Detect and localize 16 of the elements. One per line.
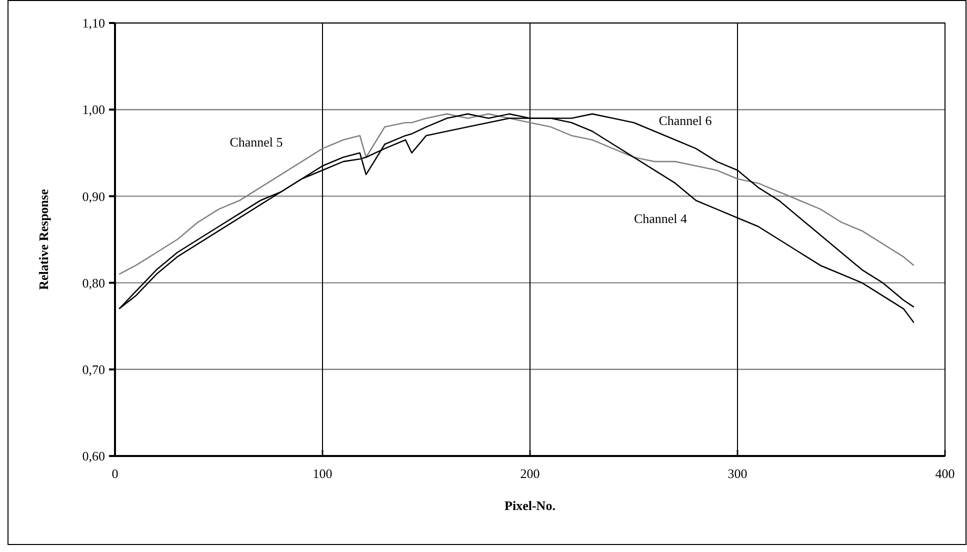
- x-tick-label: 100: [312, 466, 332, 481]
- x-axis-title: Pixel-No.: [504, 498, 556, 513]
- y-tick-label: 1,00: [82, 102, 105, 118]
- y-tick-label: 0,90: [82, 188, 105, 204]
- x-tick-label: 400: [935, 466, 955, 481]
- x-tick-label: 0: [112, 466, 118, 481]
- y-tick-label: 1,10: [82, 16, 105, 31]
- y-tick-label: 0,60: [82, 448, 105, 464]
- x-tick-label: 300: [728, 466, 748, 481]
- y-tick-label: 0,80: [82, 275, 105, 290]
- x-tick-label: 200: [520, 466, 540, 481]
- y-tick-label: 0,70: [82, 362, 105, 377]
- series-label: Channel 6: [658, 112, 712, 128]
- series-label: Channel 4: [634, 211, 688, 226]
- y-axis-title: Relative Response: [36, 188, 51, 290]
- series-label: Channel 5: [230, 134, 283, 150]
